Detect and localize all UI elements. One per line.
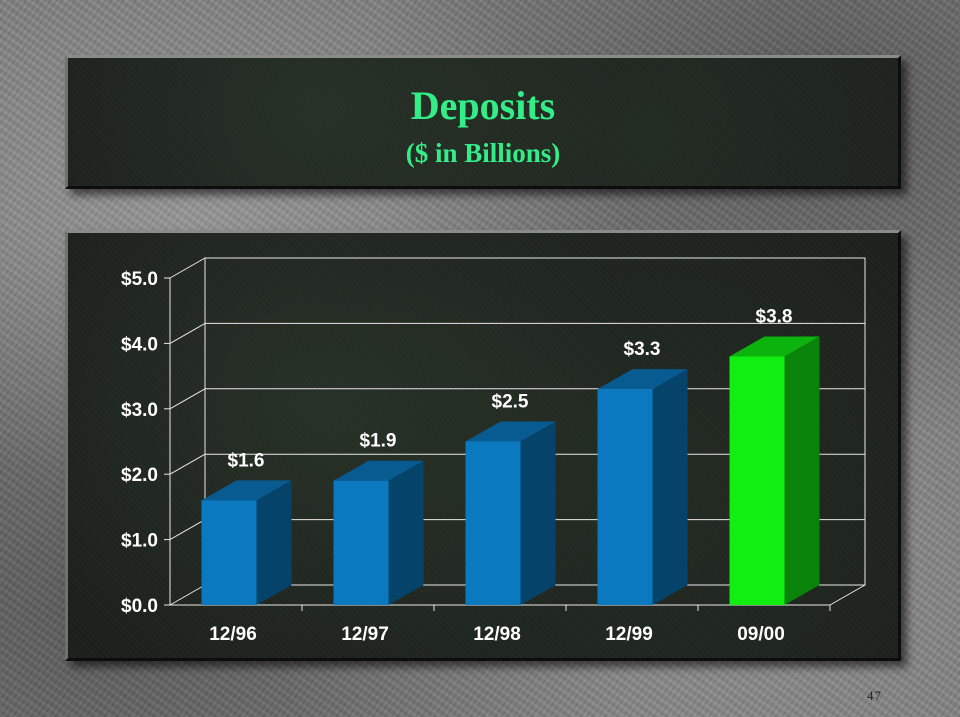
bar-top [333, 460, 424, 481]
y-tick-label: $5.0 [121, 269, 158, 290]
gridline-side [169, 257, 206, 279]
page-number: 47 [867, 688, 882, 703]
title-panel: Deposits ($ in Billions) [65, 55, 901, 189]
bar-top [729, 336, 820, 357]
gridline-side [169, 322, 206, 344]
bar-side [520, 421, 556, 605]
x-tick-label: 12/96 [209, 624, 257, 645]
bar [465, 441, 521, 605]
data-label: $1.6 [228, 450, 265, 471]
data-label: $2.5 [492, 392, 529, 413]
bar-top [597, 369, 688, 390]
y-tick-label: $0.0 [121, 596, 158, 617]
x-tick-label: 09/00 [737, 624, 785, 645]
bar-side [652, 369, 688, 605]
bar-top [465, 421, 556, 442]
slide-subtitle: ($ in Billions) [405, 138, 561, 168]
y-tick-label: $4.0 [121, 334, 158, 355]
data-label: $1.9 [360, 431, 397, 452]
bar-top [201, 480, 292, 501]
bar-side [784, 336, 820, 605]
bar [201, 500, 257, 605]
bar-side [256, 480, 292, 605]
y-tick-label: $2.0 [121, 465, 158, 486]
x-tick-label: 12/97 [341, 624, 389, 645]
bar-side [388, 460, 424, 605]
floor-edge-right [829, 584, 866, 606]
gridline-side [169, 388, 206, 410]
data-label: $3.3 [624, 339, 661, 360]
gridline-side [169, 584, 206, 606]
y-tick-label: $1.0 [121, 531, 158, 552]
bar [729, 356, 785, 605]
gridline-side [169, 519, 206, 541]
data-label: $3.8 [756, 306, 793, 327]
gridline-side [169, 453, 206, 475]
x-tick-label: 12/98 [473, 624, 521, 645]
x-tick-label: 12/99 [605, 624, 653, 645]
y-tick-label: $3.0 [121, 400, 158, 421]
bar [333, 480, 389, 605]
bar [597, 389, 653, 605]
slide-title: Deposits [410, 83, 556, 128]
